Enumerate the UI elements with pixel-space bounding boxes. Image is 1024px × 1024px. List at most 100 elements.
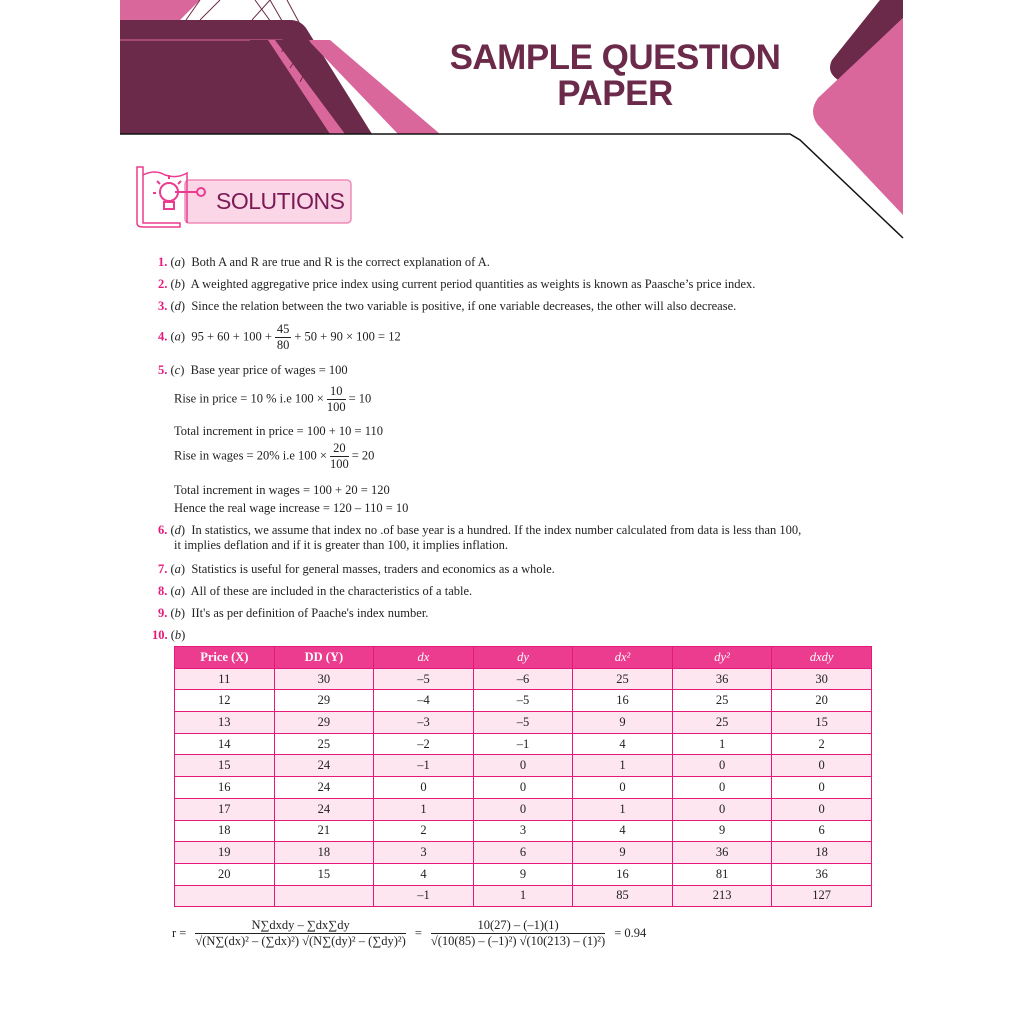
table-cell: 9 xyxy=(472,862,574,886)
correlation-table: Price (X) DD (Y) dx dy dx² dy² dxdy 11 30 –5 –6 25… xyxy=(174,646,872,908)
table-cell: 36 xyxy=(671,667,773,691)
table-cell: 0 xyxy=(671,776,773,799)
lightbulb-key-icon xyxy=(153,175,206,210)
table-cell: 13 xyxy=(174,711,275,734)
answer-3: 3. (d) Since the relation between the tw… xyxy=(158,299,737,313)
table-cell: 213 xyxy=(671,884,773,908)
table-row: 17 24 1 0 1 0 0 xyxy=(174,797,872,821)
table-row: –1 1 85 213 127 xyxy=(174,884,872,908)
table-cell: 21 xyxy=(273,819,375,843)
column-header: dx² xyxy=(572,646,673,669)
table-cell: –1 xyxy=(472,732,574,756)
answer-8: 8. (a) All of these are included in the … xyxy=(158,584,473,598)
table-cell: 24 xyxy=(273,797,375,821)
column-header: dxdy xyxy=(771,646,872,669)
table-cell: 9 xyxy=(572,841,673,864)
table-cell: 2 xyxy=(771,732,872,756)
table-cell: 3 xyxy=(472,819,574,843)
formula-lhs: r = xyxy=(172,926,187,940)
table-row: 19 18 3 6 9 36 18 xyxy=(174,841,872,864)
table-cell: 85 xyxy=(572,884,673,908)
answer-6: 6. (d) In statistics, we assume that ind… xyxy=(158,523,802,552)
column-header: DD (Y) xyxy=(273,646,375,669)
formula-denominator-values: √(10(85) – (–1)²) √(10(213) – (1)²) xyxy=(430,934,606,948)
table-cell: 4 xyxy=(572,732,673,756)
title-line-1: SAMPLE QUESTION xyxy=(449,38,781,77)
table-cell: 29 xyxy=(273,711,375,734)
column-header: dy² xyxy=(671,646,773,669)
table-row: 18 21 2 3 4 9 6 xyxy=(174,819,872,843)
solutions-label: SOLUTIONS xyxy=(216,188,345,214)
column-header: Price (X) xyxy=(174,646,275,669)
table-cell: 0 xyxy=(771,754,872,778)
table-cell: 18 xyxy=(174,819,275,843)
solutions-badge xyxy=(136,166,352,228)
formula-numerator: N∑dxdy – ∑dx∑dy xyxy=(195,918,406,934)
table-cell: –4 xyxy=(373,689,474,713)
page-title: SAMPLE QUESTION PAPER xyxy=(440,40,790,112)
table-cell: –2 xyxy=(373,732,474,756)
column-header: dx xyxy=(373,646,474,669)
q5-line-1: Rise in price = 10 % i.e 100 × 10 100 = 10 xyxy=(174,384,372,414)
table-cell: 36 xyxy=(771,862,872,886)
table-cell: 9 xyxy=(572,711,673,734)
table-cell: 0 xyxy=(771,797,872,821)
table-cell: 18 xyxy=(771,841,872,864)
table-cell: 6 xyxy=(472,841,574,864)
table-cell: 81 xyxy=(671,862,773,886)
header-decoration xyxy=(120,0,904,239)
q5-line-4: Total increment in wages = 100 + 20 = 12… xyxy=(174,483,390,497)
table-cell: –5 xyxy=(472,689,574,713)
table-cell: 25 xyxy=(572,667,673,691)
table-cell: 25 xyxy=(671,711,773,734)
table-cell: 15 xyxy=(273,862,375,886)
table-cell: 0 xyxy=(671,797,773,821)
table-row: 13 29 –3 –5 9 25 15 xyxy=(174,711,872,734)
table-cell: 127 xyxy=(771,884,872,908)
table-cell: 1 xyxy=(572,754,673,778)
table-cell: 24 xyxy=(273,776,375,799)
table-cell xyxy=(273,884,375,908)
answer-4: 4. (a) 95 + 60 + 100 +45 80 + 50 + 90 × 10… xyxy=(158,322,401,352)
table-cell: –3 xyxy=(373,711,474,734)
answer-10: 10. (b) xyxy=(152,628,186,642)
table-cell: –1 xyxy=(373,754,474,778)
table-row: 20 15 4 9 16 81 36 xyxy=(174,862,872,886)
table-cell: 16 xyxy=(572,689,673,713)
table-cell: 16 xyxy=(174,776,275,799)
table-cell: –1 xyxy=(373,884,474,908)
table-cell: 1 xyxy=(472,884,574,908)
table-cell: 19 xyxy=(174,841,275,864)
formula-equals: = xyxy=(414,926,422,940)
table-cell: 15 xyxy=(174,754,275,778)
table-row: 12 29 –4 –5 16 25 20 xyxy=(174,689,872,713)
column-header: dy xyxy=(472,646,574,669)
table-cell xyxy=(174,884,275,908)
answer-9: 9. (b) IIt's as per definition of Paache… xyxy=(158,606,429,620)
table-cell: 0 xyxy=(572,776,673,799)
table-cell: 25 xyxy=(273,732,375,756)
table-cell: 0 xyxy=(771,776,872,799)
table-header-row: Price (X) DD (Y) dx dy dx² dy² dxdy xyxy=(174,646,872,669)
table-cell: 20 xyxy=(771,689,872,713)
table-cell: 1 xyxy=(572,797,673,821)
table-cell: 16 xyxy=(572,862,673,886)
q5-line-2: Total increment in price = 100 + 10 = 11… xyxy=(174,424,383,438)
table-cell: 1 xyxy=(671,732,773,756)
answer-1: 1. (a) Both A and R are true and R is th… xyxy=(158,255,490,269)
table-row: 16 24 0 0 0 0 0 xyxy=(174,776,872,799)
table-cell: –5 xyxy=(472,711,574,734)
table-cell: 0 xyxy=(373,776,474,799)
table-cell: –6 xyxy=(472,667,574,691)
table-cell: 4 xyxy=(373,862,474,886)
table-row: 11 30 –5 –6 25 36 30 xyxy=(174,667,872,691)
table-cell: 30 xyxy=(771,667,872,691)
table-cell: –5 xyxy=(373,667,474,691)
table-cell: 20 xyxy=(174,862,275,886)
answer-5: 5. (c) Base year price of wages = 100 xyxy=(158,363,348,377)
table-cell: 6 xyxy=(771,819,872,843)
table-cell: 4 xyxy=(572,819,673,843)
table-cell: 3 xyxy=(373,841,474,864)
table-cell: 36 xyxy=(671,841,773,864)
table-cell: 1 xyxy=(373,797,474,821)
